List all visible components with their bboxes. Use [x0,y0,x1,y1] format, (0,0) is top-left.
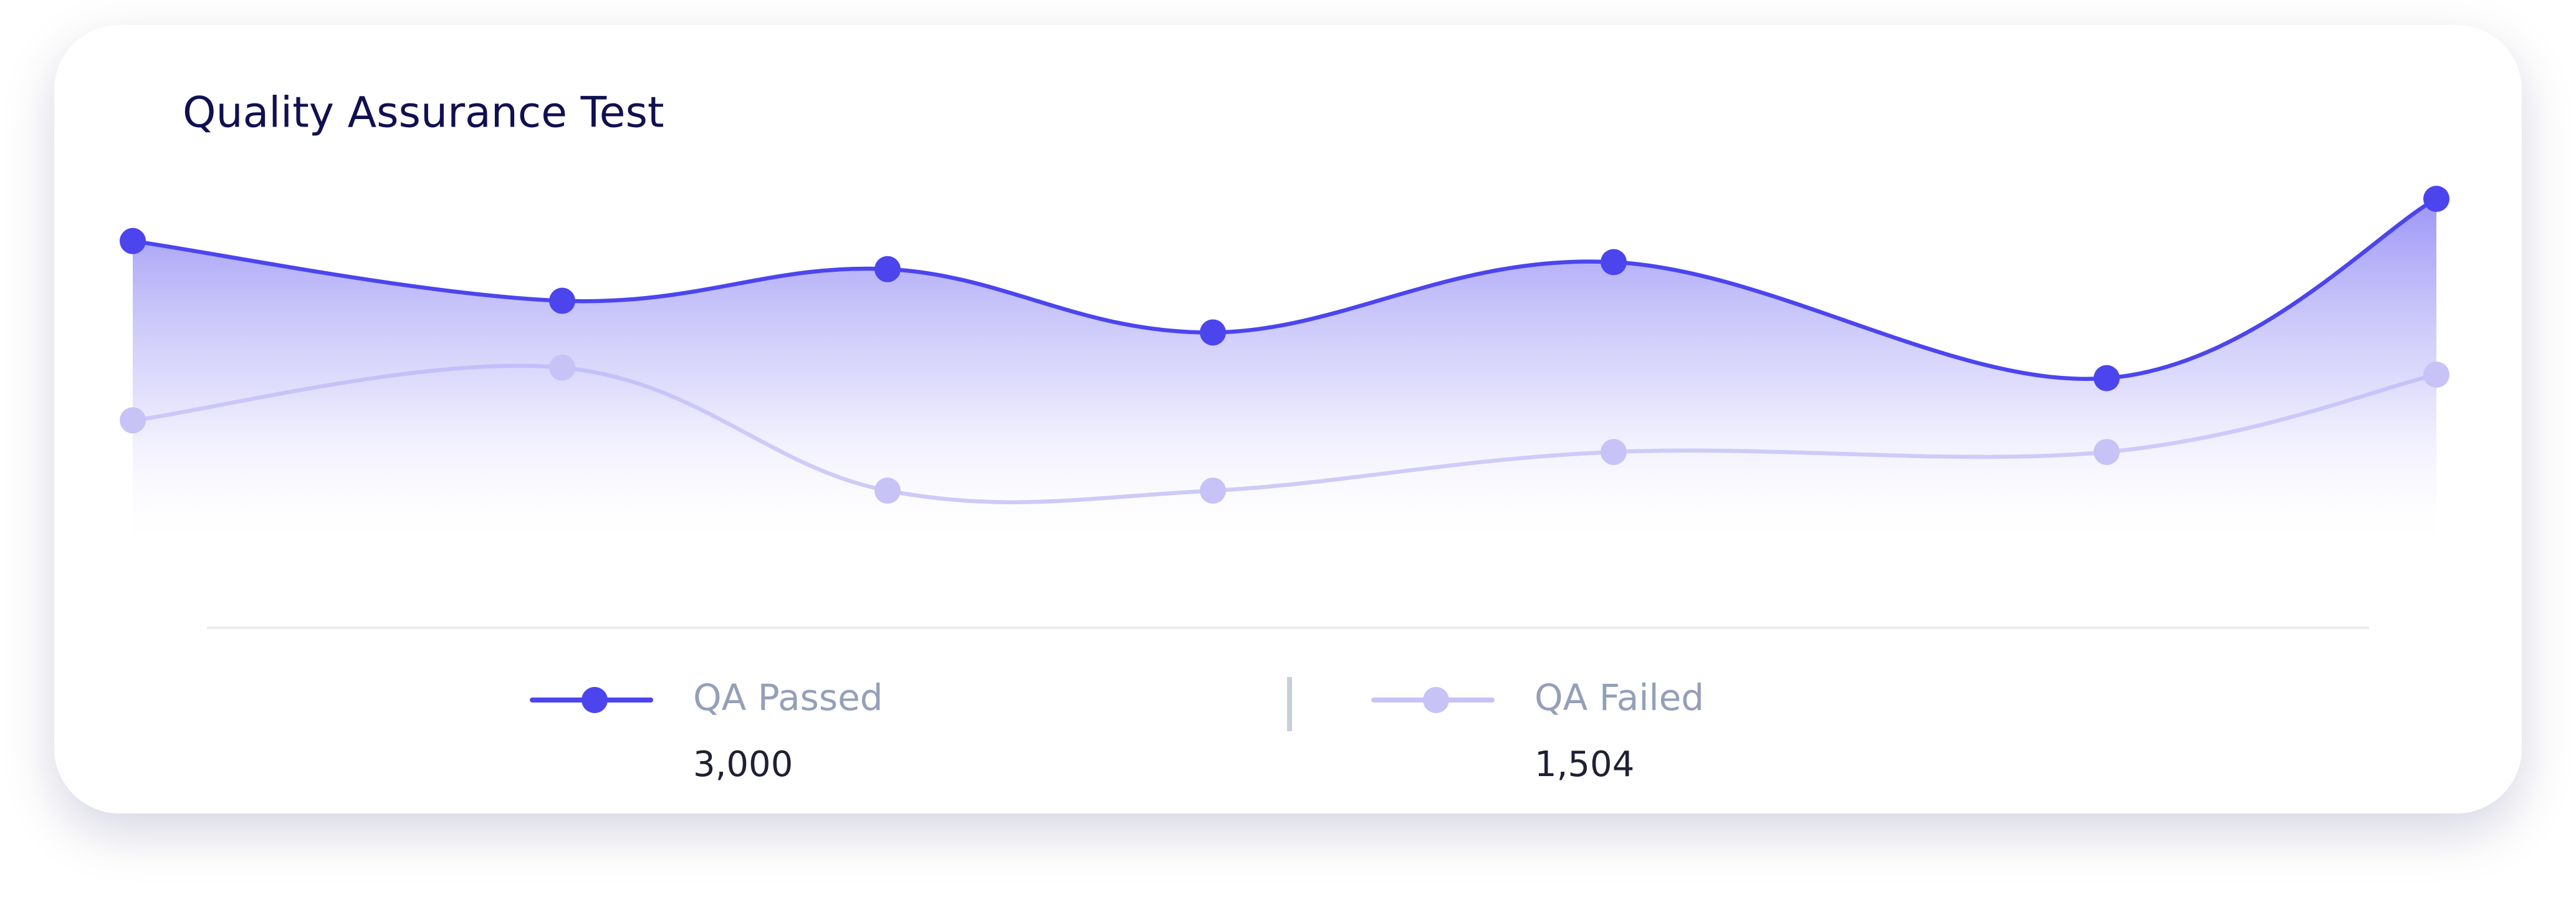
point [120,407,146,434]
legend-name: QA Failed [1535,676,1704,719]
chart-title: Quality Assurance Test [183,89,664,138]
point [2094,439,2120,466]
point [1200,477,1226,504]
point [1200,319,1226,346]
legend-dot [1423,687,1449,713]
point [1601,439,1627,466]
point [2423,186,2449,212]
legend-total: 1,504 [1535,744,1634,785]
point [120,228,146,254]
point [1601,249,1627,276]
point [549,354,575,381]
area [133,199,2436,550]
legend-name: QA Passed [693,676,883,719]
point [2423,362,2449,388]
legend-dot [582,687,608,713]
point [2094,365,2120,391]
legend-total: 3,000 [693,744,793,785]
point [549,287,575,314]
point [874,477,901,504]
point [874,256,901,282]
